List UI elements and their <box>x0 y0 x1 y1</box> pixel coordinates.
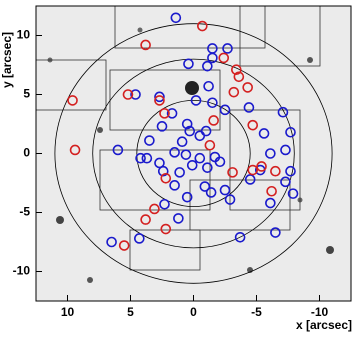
marker <box>233 71 245 83</box>
marker <box>207 97 218 109</box>
marker <box>204 139 216 151</box>
marker <box>242 82 253 93</box>
marker <box>169 180 180 191</box>
marker <box>144 135 155 146</box>
x-tick-label: -10 <box>311 305 329 319</box>
marker <box>160 223 172 235</box>
marker <box>258 128 270 139</box>
marker <box>244 174 256 185</box>
marker <box>69 144 81 156</box>
marker <box>280 144 291 156</box>
marker <box>197 20 208 32</box>
marker <box>219 184 231 196</box>
marker <box>285 126 296 138</box>
marker <box>154 91 165 103</box>
marker <box>130 89 141 100</box>
marker <box>140 39 151 51</box>
marker <box>140 214 151 225</box>
marker <box>285 165 296 177</box>
x-tick-label: -5 <box>251 305 262 319</box>
marker <box>159 198 170 210</box>
marker <box>186 160 198 171</box>
marker <box>154 95 165 106</box>
marker <box>280 176 291 188</box>
marker <box>266 185 277 197</box>
marker <box>227 167 238 178</box>
marker <box>256 161 267 172</box>
x-tick-label: 10 <box>61 305 75 319</box>
marker <box>169 147 180 158</box>
marker <box>224 194 236 205</box>
y-axis-label: y [arcsec] <box>0 32 14 88</box>
marker <box>194 152 206 164</box>
marker <box>141 152 153 164</box>
marker <box>277 106 289 118</box>
marker <box>156 121 168 132</box>
x-tick-label: 5 <box>127 305 134 319</box>
marker <box>270 227 281 238</box>
marker <box>219 104 231 116</box>
marker <box>203 80 214 92</box>
marker <box>265 148 276 159</box>
marker <box>234 231 246 243</box>
ring <box>54 23 333 284</box>
marker <box>207 52 218 64</box>
marker <box>231 64 242 76</box>
marker <box>202 60 213 72</box>
marker <box>112 144 124 156</box>
marker <box>154 157 165 169</box>
marker <box>184 125 196 137</box>
marker <box>194 130 206 142</box>
y-tick-label: 0 <box>23 146 30 160</box>
marker <box>190 95 202 106</box>
marker <box>176 136 188 147</box>
marker <box>208 115 219 126</box>
marker <box>205 187 217 198</box>
marker <box>170 12 182 24</box>
marker <box>199 181 211 192</box>
marker <box>166 108 178 119</box>
marker <box>159 108 170 119</box>
marker <box>135 152 146 164</box>
marker <box>149 203 160 215</box>
marker <box>247 164 259 176</box>
marker <box>228 86 240 98</box>
y-tick-label: -10 <box>13 264 31 278</box>
marker <box>106 236 117 248</box>
marker <box>222 43 233 54</box>
marker <box>202 162 213 173</box>
marker <box>270 165 281 177</box>
ring <box>92 58 295 249</box>
marker <box>181 118 193 130</box>
ring <box>136 100 251 207</box>
marker <box>160 172 172 184</box>
marker <box>67 95 78 106</box>
y-tick-label: 10 <box>17 28 31 42</box>
marker <box>173 213 184 224</box>
plot-area <box>54 12 333 284</box>
marker <box>118 240 130 251</box>
marker <box>181 191 193 203</box>
marker <box>157 165 169 177</box>
marker <box>247 119 259 131</box>
marker <box>214 156 226 168</box>
marker <box>183 58 194 70</box>
marker <box>218 52 230 64</box>
marker <box>180 149 192 160</box>
marker <box>243 102 255 113</box>
sky-image <box>36 6 351 301</box>
marker <box>174 167 185 178</box>
marker <box>122 89 134 100</box>
x-axis-label: x [arcsec] <box>296 318 352 332</box>
x-tick-label: 0 <box>190 305 197 319</box>
y-tick-label: 5 <box>23 87 30 101</box>
marker <box>265 197 276 209</box>
y-tick-label: -5 <box>19 205 30 219</box>
marker <box>287 188 299 199</box>
marker <box>134 233 145 244</box>
